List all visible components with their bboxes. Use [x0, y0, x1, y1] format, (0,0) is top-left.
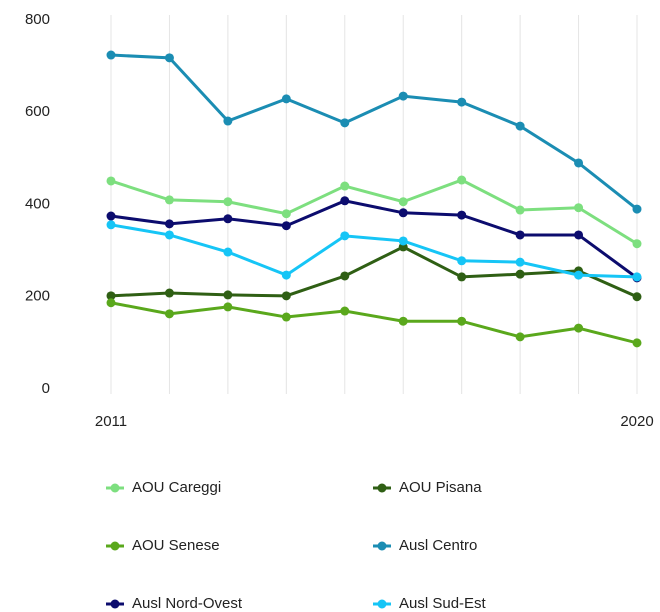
point — [398, 197, 408, 207]
series-line — [110, 199, 638, 280]
point — [223, 302, 233, 312]
point — [106, 211, 116, 221]
point — [223, 290, 233, 300]
point — [340, 181, 350, 191]
point — [340, 118, 350, 128]
point — [457, 316, 467, 326]
y-tick-label: 600 — [25, 103, 50, 120]
point — [281, 312, 291, 322]
legend-label: AOU Senese — [132, 537, 220, 554]
point — [515, 230, 525, 240]
legend-label: AOU Pisana — [399, 479, 482, 496]
point — [457, 210, 467, 220]
point — [223, 197, 233, 207]
legend-swatch — [377, 483, 387, 493]
point — [164, 195, 174, 205]
point — [106, 291, 116, 301]
point — [632, 292, 642, 302]
series-line — [110, 245, 638, 299]
legend-swatch — [110, 541, 120, 551]
series-line — [110, 178, 638, 245]
point — [340, 196, 350, 206]
legend-label: Ausl Centro — [399, 537, 477, 554]
legend-swatch — [110, 599, 120, 609]
point — [281, 94, 291, 104]
legend-swatch — [110, 483, 120, 493]
point — [164, 230, 174, 240]
point — [281, 209, 291, 219]
point — [281, 291, 291, 301]
legend-swatch — [377, 541, 387, 551]
point — [164, 309, 174, 319]
point — [340, 306, 350, 316]
point — [281, 221, 291, 231]
y-tick-label: 800 — [25, 11, 50, 28]
series-line — [110, 301, 638, 345]
point — [632, 239, 642, 249]
point — [515, 269, 525, 279]
point — [632, 204, 642, 214]
series-line — [110, 53, 638, 211]
point — [574, 323, 584, 333]
point — [632, 338, 642, 348]
legend-label: Ausl Sud-Est — [399, 595, 487, 612]
point — [164, 288, 174, 298]
legend-swatch — [377, 599, 387, 609]
point — [164, 53, 174, 63]
point — [457, 97, 467, 107]
point — [223, 214, 233, 224]
point — [340, 271, 350, 281]
series-line — [110, 223, 638, 279]
y-tick-label: 200 — [25, 288, 50, 305]
point — [632, 272, 642, 282]
point — [574, 230, 584, 240]
legend-label: Ausl Nord-Ovest — [132, 595, 243, 612]
point — [106, 298, 116, 308]
x-tick-label: 2020 — [620, 413, 653, 430]
point — [164, 219, 174, 229]
point — [398, 208, 408, 218]
point — [574, 270, 584, 280]
point — [457, 272, 467, 282]
point — [223, 247, 233, 257]
point — [106, 220, 116, 230]
point — [106, 176, 116, 186]
point — [398, 236, 408, 246]
point — [106, 50, 116, 60]
point — [398, 91, 408, 101]
y-tick-label: 400 — [25, 195, 50, 212]
point — [574, 203, 584, 213]
point — [515, 257, 525, 267]
point — [340, 231, 350, 241]
point — [457, 256, 467, 266]
point — [457, 175, 467, 185]
legend-label: AOU Careggi — [132, 479, 221, 496]
point — [574, 158, 584, 168]
point — [515, 332, 525, 342]
x-tick-label: 2011 — [95, 413, 127, 430]
point — [281, 270, 291, 280]
point — [223, 116, 233, 126]
point — [515, 121, 525, 131]
point — [515, 205, 525, 215]
point — [398, 316, 408, 326]
y-tick-label: 0 — [42, 380, 50, 397]
